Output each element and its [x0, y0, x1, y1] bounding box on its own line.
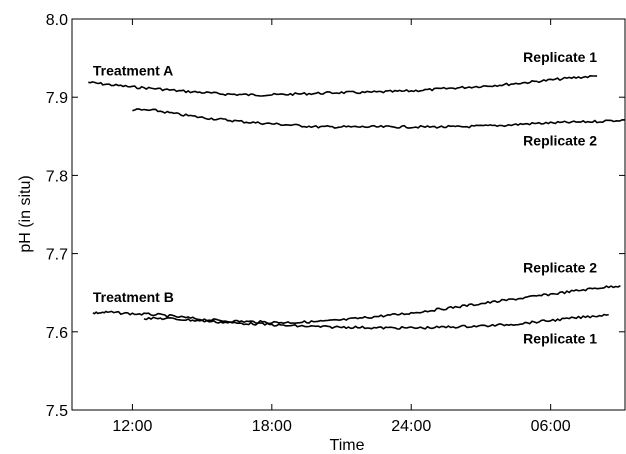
- series-line-treatment-a-replicate-1: [88, 75, 598, 97]
- series-line-treatment-b-replicate-2: [92, 284, 621, 325]
- y-tick-label: 7.7: [46, 247, 68, 264]
- annotation-replicate-1: Replicate 1: [523, 331, 597, 347]
- y-tick-label: 7.5: [46, 403, 68, 420]
- series-line-treatment-b-replicate-1: [143, 313, 609, 330]
- y-tick-label: 7.9: [46, 90, 68, 107]
- annotation-group: Treatment A Replicate 1 Replicate 2 Treatme…: [93, 49, 597, 347]
- y-tick-label: 8.0: [46, 12, 68, 29]
- annotation-replicate-1: Replicate 1: [523, 49, 597, 65]
- annotation-replicate-2: Replicate 2: [523, 259, 597, 275]
- series-line-treatment-a-replicate-2: [132, 108, 626, 129]
- series-group: [88, 75, 626, 330]
- y-axis-label: pH (in situ): [17, 175, 34, 252]
- x-tick-label: 06:00: [531, 418, 571, 435]
- x-tick-label: 24:00: [391, 418, 431, 435]
- y-tick-label: 7.8: [46, 168, 68, 185]
- y-tick-label: 7.6: [46, 325, 68, 342]
- tick-group: 12:00 18:00 24:00 06:00 7.5 7.6 7.7 7.8 7.9 8.0: [46, 12, 625, 435]
- annotation-treatment-b: Treatment B: [93, 289, 174, 305]
- plot-frame: [71, 18, 626, 411]
- annotation-replicate-2: Replicate 2: [523, 133, 597, 149]
- x-axis-label: Time: [330, 437, 365, 454]
- plot-area: [71, 18, 626, 411]
- x-tick-label: 12:00: [112, 418, 152, 435]
- x-tick-label: 18:00: [252, 418, 292, 435]
- annotation-treatment-a: Treatment A: [93, 62, 173, 78]
